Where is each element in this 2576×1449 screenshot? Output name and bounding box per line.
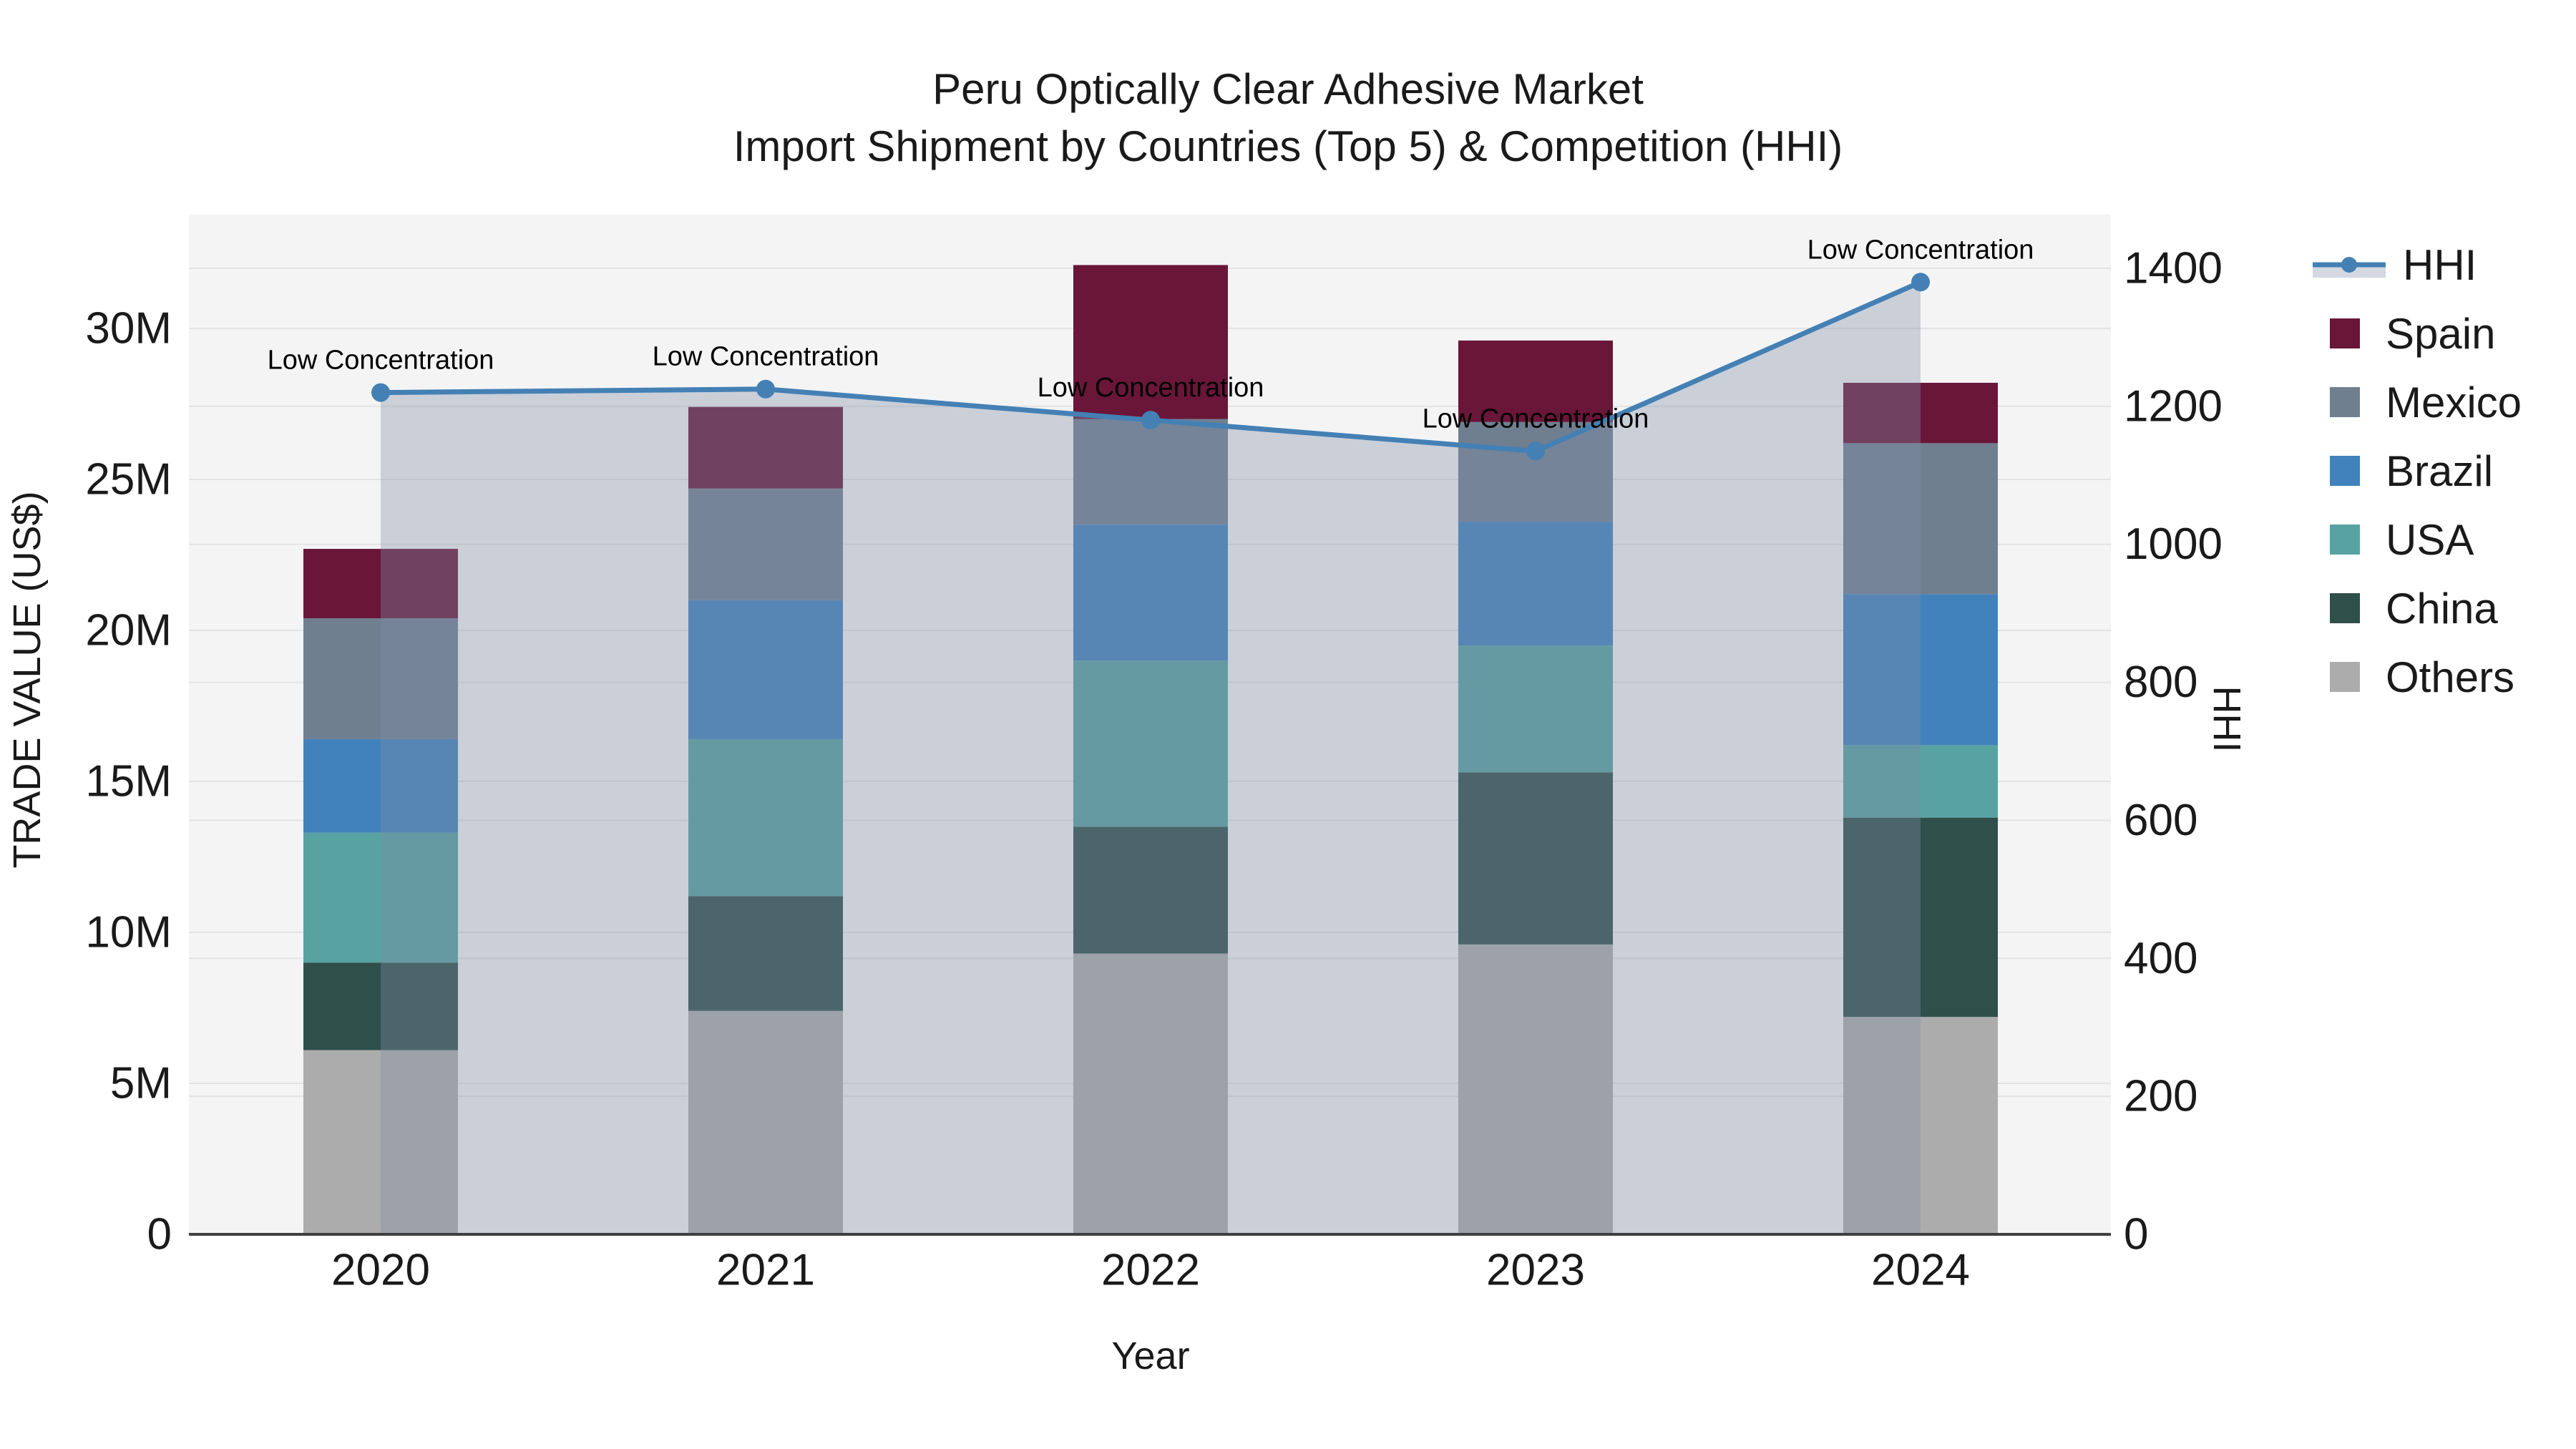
bar-segment-2021-brazil[interactable] [688,600,843,739]
y-right-tick-1000: 1000 [2124,519,2223,569]
annotation-2023: Low Concentration [1423,404,1649,434]
legend-item-hhi[interactable]: HHI [2313,230,2522,299]
bar-segment-2024-brazil[interactable] [1843,594,1998,746]
bar-segment-2023-others[interactable] [1458,944,1613,1234]
bar-segment-2023-mexico[interactable] [1458,421,1613,522]
bar-segment-2024-spain[interactable] [1843,382,1998,444]
bar-segment-2021-china[interactable] [688,896,843,1011]
bar-segment-2024-usa[interactable] [1843,745,1998,818]
bar-segment-2024-mexico[interactable] [1843,443,1998,595]
bar-segment-2022-others[interactable] [1073,953,1228,1234]
chart-title-line1: Peru Optically Clear Adhesive Market [932,65,1644,113]
y-left-tick-10M: 10M [85,908,172,957]
bar-segment-2022-mexico[interactable] [1073,419,1228,525]
legend-item-mexico[interactable]: Mexico [2313,368,2522,436]
chart-title-line2: Import Shipment by Countries (Top 5) & C… [733,122,1843,170]
bar-segment-2020-brazil[interactable] [303,738,458,833]
bar-segment-2020-usa[interactable] [303,832,458,963]
legend-label-china: China [2386,584,2498,633]
hhi-marker-2022[interactable] [1141,411,1160,430]
legend-item-spain[interactable]: Spain [2313,299,2522,368]
annotation-2020: Low Concentration [268,346,494,376]
legend-item-others[interactable]: Others [2313,643,2522,711]
y-right-tick-800: 800 [2124,658,2197,707]
legend-item-usa[interactable]: USA [2313,505,2522,574]
annotation-2021: Low Concentration [653,342,879,372]
x-axis-title: Year [1111,1335,1190,1377]
legend-label-hhi: HHI [2403,240,2477,289]
bar-segment-2022-spain[interactable] [1073,265,1228,419]
y-left-tick-5M: 5M [110,1059,172,1108]
chart-title: Peru Optically Clear Adhesive Market Imp… [0,61,2576,175]
y-right-tick-400: 400 [2124,934,2197,983]
y-left-axis-title: TRADE VALUE (US$) [6,491,49,869]
bar-segment-2021-spain[interactable] [688,406,843,489]
bar-segment-2021-others[interactable] [688,1010,843,1234]
x-tick-2020: 2020 [331,1246,430,1295]
legend-swatch-mexico [2330,387,2360,417]
legend-item-brazil[interactable]: Brazil [2313,436,2522,505]
y-right-tick-1400: 1400 [2124,243,2223,293]
hhi-marker-2024[interactable] [1911,273,1930,292]
bar-segment-2020-spain[interactable] [303,549,458,619]
bar-segment-2022-brazil[interactable] [1073,525,1228,661]
hhi-area-fill [381,282,1921,1234]
bar-segment-2021-usa[interactable] [688,738,843,897]
annotation-2024: Low Concentration [1807,235,2034,265]
legend-label-others: Others [2386,653,2515,701]
y-left-tick-30M: 30M [85,304,172,353]
legend-swatch-others [2330,662,2360,692]
annotation-2022: Low Concentration [1038,373,1264,403]
hhi-line-sample-icon [2313,257,2386,278]
y-left-tick-0: 0 [147,1210,172,1259]
legend-item-china[interactable]: China [2313,574,2522,643]
x-tick-2024: 2024 [1871,1246,1970,1295]
legend: HHI Spain Mexico Brazil USA China Others [2313,230,2522,711]
x-tick-2022: 2022 [1101,1246,1200,1295]
bar-segment-2023-usa[interactable] [1458,645,1613,773]
y-right-tick-0: 0 [2124,1210,2148,1259]
legend-label-spain: Spain [2386,309,2496,358]
bar-segment-2024-others[interactable] [1843,1017,1998,1234]
legend-swatch-usa [2330,525,2360,555]
legend-label-brazil: Brazil [2386,447,2494,495]
y-left-tick-25M: 25M [85,455,172,504]
legend-label-usa: USA [2386,515,2474,564]
bar-segment-2022-usa[interactable] [1073,660,1228,827]
y-right-tick-200: 200 [2124,1072,2197,1121]
bar-segment-2020-mexico[interactable] [303,618,458,739]
bar-segment-2020-china[interactable] [303,962,458,1050]
y-left-tick-15M: 15M [85,757,172,806]
hhi-marker-2020[interactable] [371,383,390,402]
hhi-marker-2021[interactable] [756,379,775,399]
bar-segment-2023-brazil[interactable] [1458,522,1613,646]
y-right-axis-title: HHI [2205,686,2248,753]
x-tick-2021: 2021 [716,1246,815,1295]
bar-segment-2022-china[interactable] [1073,826,1228,954]
legend-swatch-spain [2330,318,2360,348]
bar-segment-2023-china[interactable] [1458,772,1613,945]
bar-segment-2020-others[interactable] [303,1050,458,1234]
y-right-tick-600: 600 [2124,796,2197,845]
legend-swatch-brazil [2330,456,2360,486]
x-tick-2023: 2023 [1486,1246,1585,1295]
legend-label-mexico: Mexico [2386,378,2522,426]
bar-segment-2021-mexico[interactable] [688,488,843,600]
y-right-tick-1200: 1200 [2124,381,2223,431]
hhi-marker-2023[interactable] [1526,441,1545,461]
bar-segment-2023-spain[interactable] [1458,340,1613,422]
bar-segment-2024-china[interactable] [1843,817,1998,1018]
y-left-tick-20M: 20M [85,606,172,655]
legend-swatch-china [2330,593,2360,623]
